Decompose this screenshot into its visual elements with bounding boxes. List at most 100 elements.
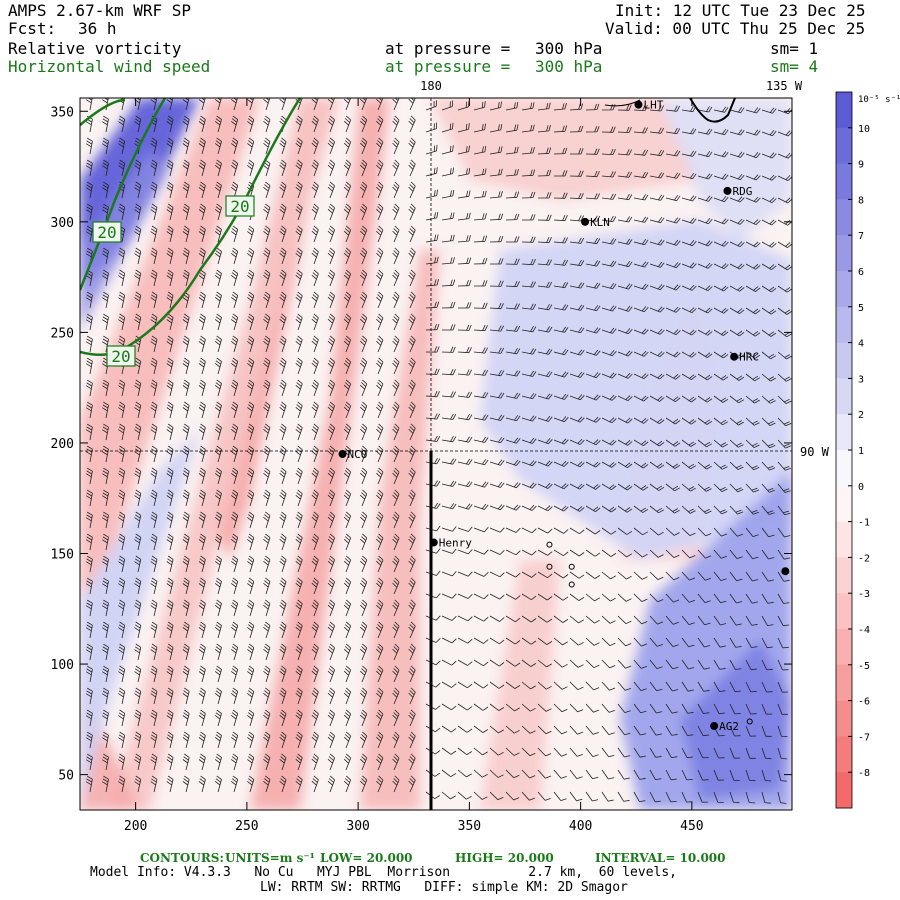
wind-barb <box>376 357 384 375</box>
wind-barb <box>649 549 664 558</box>
wind-barb <box>697 395 713 403</box>
wind-barb <box>360 643 368 661</box>
wind-barb <box>521 571 537 578</box>
wind-barb <box>665 505 680 514</box>
wind-barb <box>441 212 455 221</box>
wind-barb <box>729 263 745 270</box>
colorbar-swatch <box>836 199 852 236</box>
wind-barb <box>311 445 319 463</box>
wind-barb <box>392 775 400 793</box>
colorbar-unit: 10⁻⁵ s⁻¹ <box>858 95 900 105</box>
wind-barb <box>681 307 697 314</box>
wind-barb <box>85 159 93 177</box>
wind-barb <box>489 681 505 689</box>
wind-barb <box>745 681 757 693</box>
wind-barb <box>425 346 440 353</box>
station-marker <box>581 217 590 226</box>
wind-barb <box>729 527 743 537</box>
wind-barb <box>521 615 537 623</box>
wind-barb <box>697 195 713 202</box>
wind-barb <box>537 304 553 311</box>
wind-barb <box>343 511 352 529</box>
wind-barb <box>729 703 741 715</box>
wind-barb <box>150 753 158 771</box>
wind-barb <box>537 615 553 623</box>
wind-barb <box>521 504 537 511</box>
contour-label-box: 20 <box>92 221 122 243</box>
wind-barb <box>665 417 681 425</box>
wind-barb <box>166 115 174 133</box>
wind-barb <box>392 577 400 595</box>
station-marker <box>723 186 732 195</box>
wind-barb <box>649 747 662 758</box>
wind-barb <box>408 533 416 551</box>
wind-barb <box>279 577 287 595</box>
wind-barb <box>343 643 352 661</box>
wind-barb <box>521 791 536 801</box>
wind-barb <box>311 115 319 133</box>
wind-barb <box>649 615 664 625</box>
wind-barb <box>489 747 504 756</box>
wind-barb <box>601 394 617 401</box>
colorbar-tick-label: 1 <box>858 446 864 457</box>
wind-barb <box>360 291 368 309</box>
wind-barb <box>376 577 384 595</box>
wind-barb <box>649 527 664 536</box>
wind-barb <box>681 571 696 581</box>
wind-barb <box>665 571 680 581</box>
colorbar-swatch <box>836 629 852 666</box>
wind-barb <box>729 505 744 515</box>
wind-barb <box>649 172 665 179</box>
wind-barb <box>182 489 190 507</box>
wind-barb <box>311 467 319 485</box>
wind-barb <box>182 181 190 199</box>
wind-barb <box>150 489 158 507</box>
wind-barb <box>457 279 472 287</box>
wind-barb <box>761 263 777 270</box>
wind-barb <box>761 241 777 248</box>
wind-barb <box>697 483 712 492</box>
y-tick-label: 50 <box>58 769 74 784</box>
wind-barb <box>745 461 760 471</box>
wind-barb <box>617 260 633 268</box>
wind-barb <box>263 313 271 331</box>
wind-barb <box>729 285 745 292</box>
wind-barb <box>408 599 416 617</box>
wind-barb <box>553 349 569 356</box>
wind-barb <box>263 137 271 155</box>
wind-barb <box>473 769 488 778</box>
colorbar-tick-label: 9 <box>858 160 864 171</box>
wind-barb <box>408 511 416 529</box>
wind-barb <box>585 148 600 155</box>
wind-barb <box>761 593 774 604</box>
contour-label: 20 <box>230 197 249 216</box>
wind-barb <box>441 703 457 711</box>
wind-barb <box>489 302 504 310</box>
wind-barb <box>408 379 416 397</box>
wind-barb <box>777 197 792 204</box>
wind-barb <box>441 368 456 376</box>
wind-barb <box>474 280 488 287</box>
wind-barb <box>585 571 601 579</box>
wind-barb <box>85 225 93 243</box>
wind-barb <box>360 98 368 111</box>
wind-barb <box>182 401 190 419</box>
wind-barb <box>231 599 239 617</box>
wind-barb <box>457 346 472 354</box>
wind-barb <box>441 791 456 800</box>
wind-barb <box>569 527 585 535</box>
wind-barb <box>697 417 713 425</box>
model-info-line1: Model Info: V4.3.3 No Cu MYJ PBL Morriso… <box>90 865 677 880</box>
wind-barb <box>681 439 697 447</box>
wind-barb <box>118 379 126 397</box>
wind-barb <box>118 621 126 639</box>
wind-barb <box>681 681 694 692</box>
wind-barb <box>729 637 742 648</box>
wind-barb <box>408 335 416 353</box>
wind-barb <box>681 217 697 224</box>
wind-barb <box>134 533 142 551</box>
wind-barb <box>761 285 777 293</box>
wind-barb <box>729 329 745 337</box>
wind-barb <box>633 637 648 647</box>
